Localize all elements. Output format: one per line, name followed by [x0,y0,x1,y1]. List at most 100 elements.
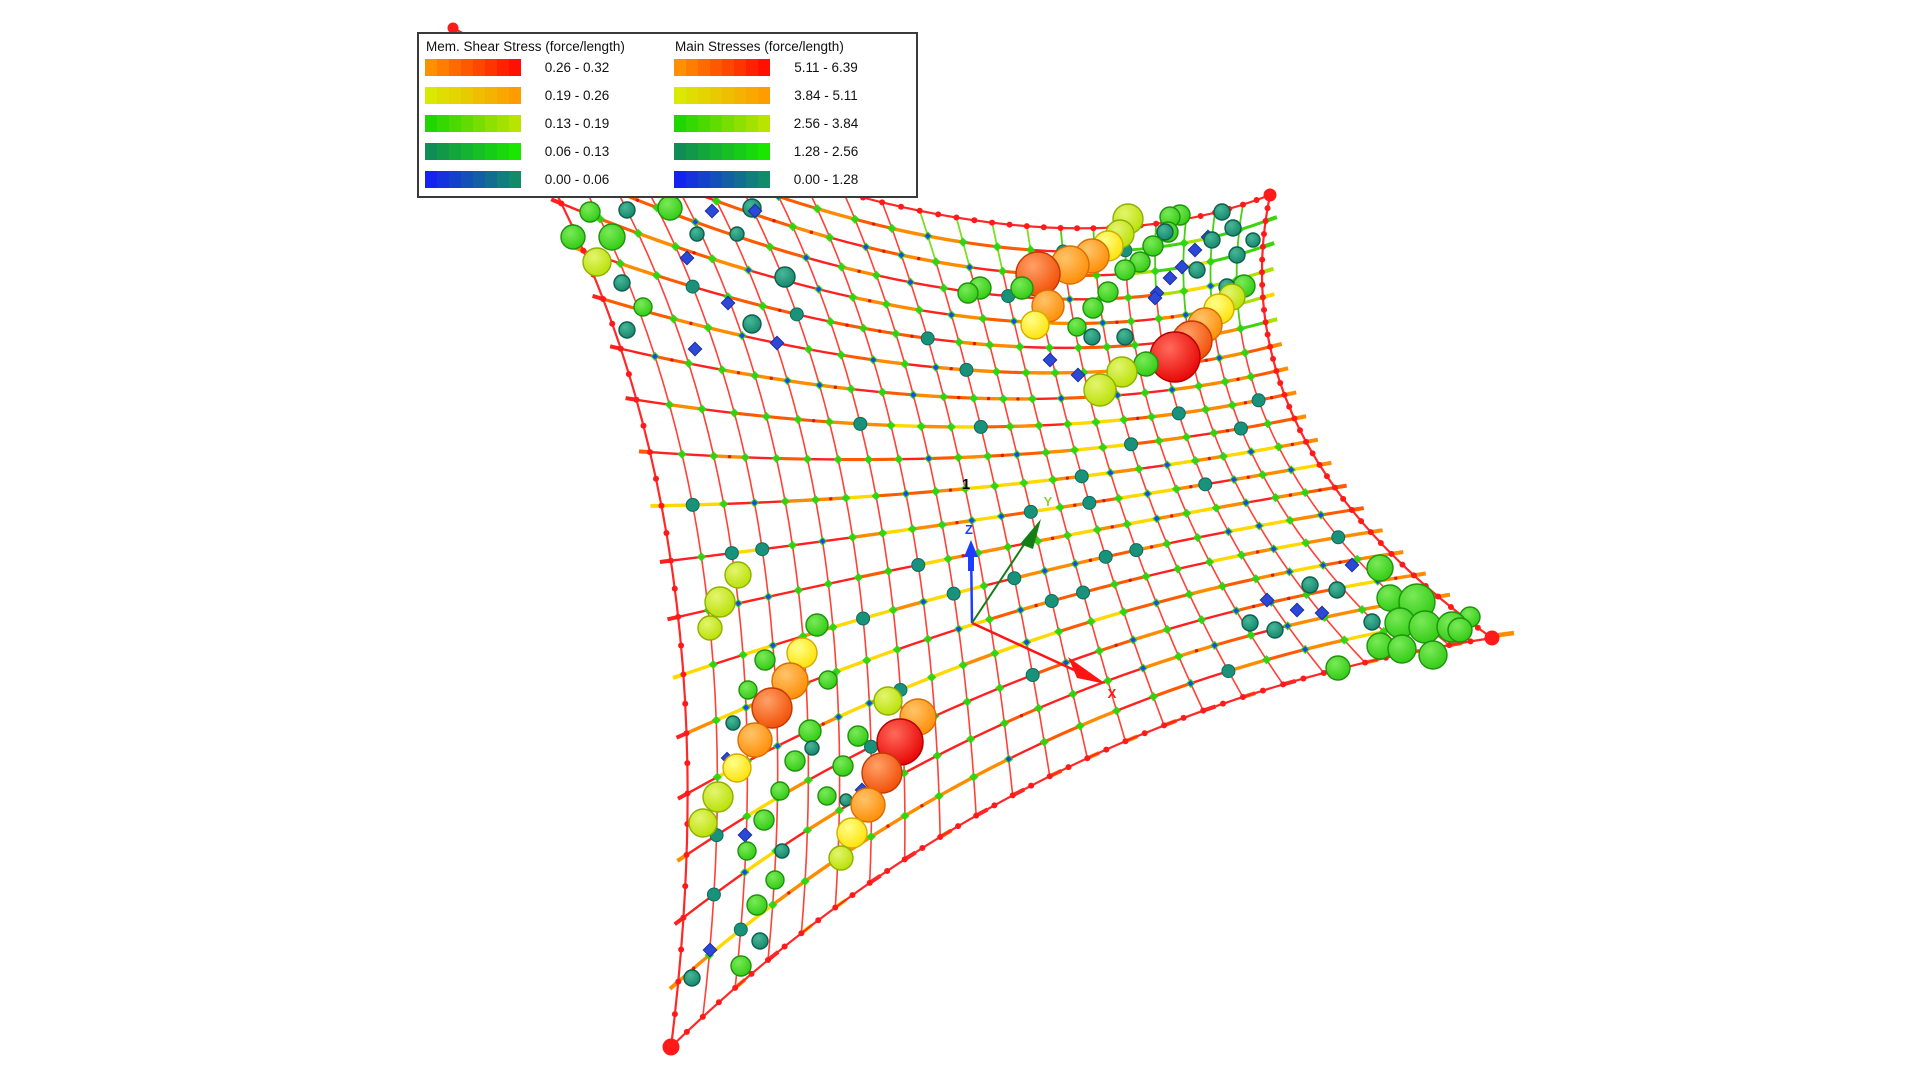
stress-sphere-green [1325,655,1351,681]
stress-sphere-green [738,680,758,700]
legend-row: 5.11 - 6.39 [668,59,920,76]
stress-sphere-green [737,841,757,861]
legend-row: 0.13 - 0.19 [419,115,668,132]
stress-sphere-green [957,282,979,304]
stress-sphere-teal [1116,328,1134,346]
stress-node-blue [687,341,703,357]
stress-sphere-teal [613,274,631,292]
legend-row: 3.84 - 5.11 [668,87,920,104]
stress-sphere-green [1142,235,1164,257]
axis-y-label: Y [1044,494,1053,509]
stress-node-blue [1289,602,1305,618]
stress-sphere-green [657,195,683,221]
legend-range-label: 2.56 - 3.84 [793,116,859,131]
stress-node-blue [1042,352,1058,368]
stress-sphere-yellowgreen [688,808,718,838]
stress-sphere-teal [774,266,796,288]
stress-sphere-green [560,224,586,250]
legend-swatch [425,171,521,188]
legend-range-label: 0.00 - 0.06 [544,172,610,187]
axis-z-arrowhead [964,540,978,571]
stress-node-blue [704,203,720,219]
legend-column-shear-stress: Mem. Shear Stress (force/length) 0.26 - … [419,34,668,196]
legend-panel: Mem. Shear Stress (force/length) 0.26 - … [417,32,918,198]
legend-swatch [674,87,770,104]
legend-row: 0.00 - 1.28 [668,171,920,188]
stress-sphere-teal [751,932,769,950]
stress-sphere-yellowgreen [1106,356,1138,388]
stress-sphere-teal [839,793,853,807]
stress-sphere-teal [774,843,790,859]
stress-sphere-green [746,894,768,916]
legend-row: 0.19 - 0.26 [419,87,668,104]
stress-sphere-green [832,755,854,777]
stress-sphere-yellowgreen [1083,373,1117,407]
stress-sphere-orangered [751,687,793,729]
legend-swatch [674,59,770,76]
legend-range-label: 0.00 - 1.28 [793,172,859,187]
stress-sphere-teal [1083,328,1101,346]
stress-sphere-yellowgreen [702,781,734,813]
stress-node-blue [1344,557,1360,573]
stress-sphere-green [1114,259,1136,281]
stress-sphere-green [1408,610,1442,644]
stress-sphere-yellowgreen [873,686,903,716]
stress-node-blue [747,203,763,219]
stress-sphere-green [1418,640,1448,670]
stress-node-blue [1187,242,1203,258]
stress-node-blue [769,335,785,351]
stress-spheres [560,195,1481,987]
stress-sphere-yellow [722,753,752,783]
stress-sphere-yellowgreen [724,561,752,589]
stress-sphere-green [753,809,775,831]
view-number-label: 1 [962,476,970,493]
stress-sphere-green [598,223,626,251]
stress-sphere-yellowgreen [582,247,612,277]
stress-sphere-teal [1203,231,1221,249]
legend-range-label: 5.11 - 6.39 [794,60,858,75]
stress-node-blue [1070,367,1086,383]
stress-sphere-green [847,725,869,747]
legend-column-main-stresses: Main Stresses (force/length) 5.11 - 6.39… [668,34,920,196]
stress-sphere-teal [804,740,820,756]
stress-sphere-green [633,297,653,317]
stress-node-blue [1147,290,1163,306]
stress-sphere-orange [850,787,886,823]
axis-x-arrowhead [1068,657,1106,684]
axis-x-label: X [1108,686,1117,701]
stress-sphere-teal [1228,246,1246,264]
stress-sphere-green [784,750,806,772]
stress-sphere-green [1067,317,1087,337]
stress-node-blue [1314,605,1330,621]
stress-sphere-green [1447,617,1473,643]
stress-sphere-teal [1188,261,1206,279]
legend-row: 0.06 - 0.13 [419,143,668,160]
stress-sphere-yellowgreen [828,845,854,871]
stress-sphere-green [1366,554,1394,582]
stress-sphere-teal [1245,232,1261,248]
stress-sphere-orangered [861,752,903,794]
stress-sphere-teal [689,226,705,242]
stress-sphere-teal [725,715,741,731]
stress-sphere-green [818,670,838,690]
legend-range-label: 0.26 - 0.32 [544,60,610,75]
legend-swatch [674,143,770,160]
legend-row: 1.28 - 2.56 [668,143,920,160]
legend-range-label: 0.06 - 0.13 [544,144,610,159]
stress-sphere-green [1097,281,1119,303]
stress-sphere-teal [729,226,745,242]
legend-row: 2.56 - 3.84 [668,115,920,132]
stress-sphere-green [1082,297,1104,319]
axis-triad: Z Y X 1 [962,476,1117,701]
stress-sphere-green [579,201,601,223]
legend-swatch [425,115,521,132]
stress-node-blue [679,250,695,266]
stress-sphere-teal [1156,223,1174,241]
stress-sphere-green [798,719,822,743]
legend-swatch [425,143,521,160]
stress-sphere-teal [1224,219,1242,237]
legend-row: 0.26 - 0.32 [419,59,668,76]
legend-range-label: 3.84 - 5.11 [794,88,858,103]
stress-sphere-green [754,649,776,671]
